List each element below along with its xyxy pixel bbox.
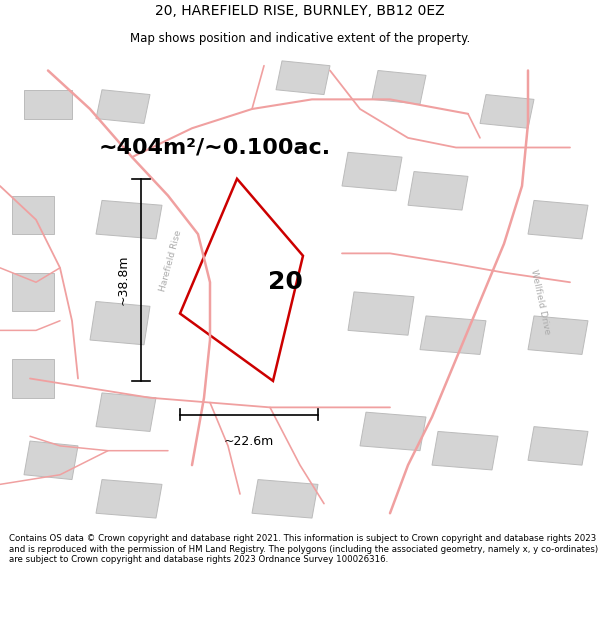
Text: Map shows position and indicative extent of the property.: Map shows position and indicative extent… — [130, 32, 470, 45]
Polygon shape — [528, 427, 588, 465]
Polygon shape — [96, 479, 162, 518]
Polygon shape — [348, 292, 414, 335]
Polygon shape — [342, 152, 402, 191]
Polygon shape — [12, 196, 54, 234]
Text: Wellfield Drive: Wellfield Drive — [529, 268, 551, 335]
Polygon shape — [252, 479, 318, 518]
Polygon shape — [276, 61, 330, 94]
Polygon shape — [528, 201, 588, 239]
Polygon shape — [480, 94, 534, 128]
Polygon shape — [90, 301, 150, 345]
Polygon shape — [96, 90, 150, 124]
Polygon shape — [96, 201, 162, 239]
Text: ~22.6m: ~22.6m — [224, 434, 274, 447]
Polygon shape — [12, 272, 54, 311]
Polygon shape — [528, 316, 588, 354]
Polygon shape — [24, 441, 78, 479]
Polygon shape — [420, 316, 486, 354]
Text: 20, HAREFIELD RISE, BURNLEY, BB12 0EZ: 20, HAREFIELD RISE, BURNLEY, BB12 0EZ — [155, 4, 445, 18]
Polygon shape — [432, 431, 498, 470]
Polygon shape — [12, 359, 54, 398]
Polygon shape — [24, 90, 72, 119]
Text: Contains OS data © Crown copyright and database right 2021. This information is : Contains OS data © Crown copyright and d… — [9, 534, 598, 564]
Text: 20: 20 — [268, 270, 302, 294]
Text: ~38.8m: ~38.8m — [116, 254, 130, 305]
Polygon shape — [408, 171, 468, 210]
Polygon shape — [96, 393, 156, 431]
Text: ~404m²/~0.100ac.: ~404m²/~0.100ac. — [99, 138, 331, 158]
Polygon shape — [372, 71, 426, 104]
Polygon shape — [360, 412, 426, 451]
Text: Harefield Rise: Harefield Rise — [158, 229, 184, 292]
